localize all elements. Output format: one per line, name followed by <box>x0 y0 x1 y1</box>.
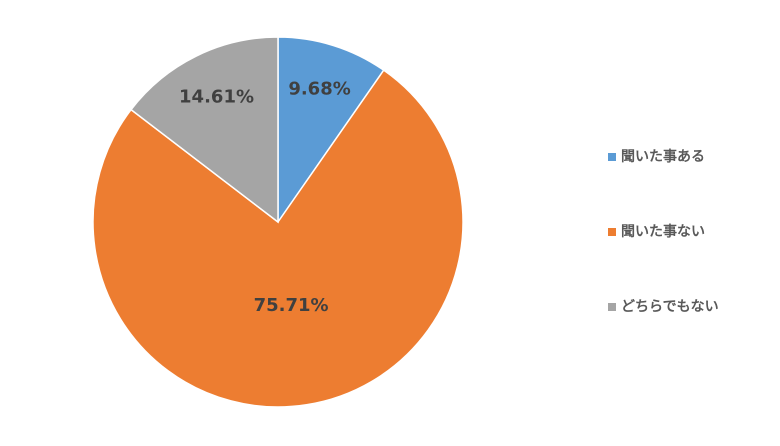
legend-label: 聞いた事ない <box>621 223 705 240</box>
data-label: 14.61% <box>179 87 254 108</box>
legend-swatch <box>608 228 616 236</box>
data-label: 75.71% <box>254 295 329 316</box>
legend-swatch <box>608 303 616 311</box>
legend-label: どちらでもない <box>621 299 719 315</box>
data-label: 9.68% <box>288 79 350 100</box>
legend-label: 聞いた事ある <box>621 148 705 165</box>
pie-slice <box>277 36 385 225</box>
pie-slice <box>129 36 279 224</box>
legend-swatch <box>608 153 616 161</box>
pie-slice <box>92 69 464 408</box>
